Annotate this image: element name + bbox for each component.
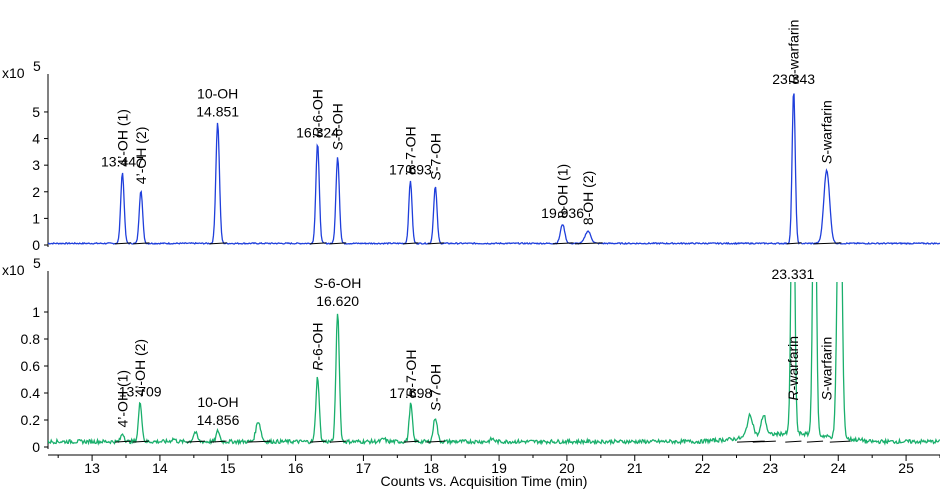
x-tick-label: 24 — [830, 460, 846, 476]
bottom-y-tick-label: 0.8 — [21, 331, 41, 347]
top-integration-baseline — [209, 242, 227, 245]
top-integration-baseline — [330, 242, 347, 245]
bottom-integration-baseline — [785, 440, 802, 443]
bottom-integration-baseline — [737, 440, 765, 443]
bottom-peak-label: 10-OH — [197, 394, 238, 410]
bottom-integration-baseline — [806, 440, 824, 443]
top-peak-label: 23.343 — [772, 71, 815, 87]
top-integration-baseline — [574, 242, 603, 245]
bottom-peak-label: 17.698 — [389, 385, 432, 401]
top-peak-label-rotated: 4’-OH (1) — [114, 109, 130, 167]
bottom-peak-label-rotated: 4’-OH (2) — [132, 339, 148, 397]
bottom-integration-baseline — [426, 440, 446, 443]
top-y-multiplier-exponent: 5 — [33, 58, 41, 74]
bottom-y-tick-label: 1 — [32, 304, 40, 320]
bottom-integration-baseline — [403, 440, 419, 443]
x-axis-title: Counts vs. Acquisition Time (min) — [381, 473, 588, 489]
top-peak-label: 16.324 — [296, 124, 339, 140]
x-tick-label: 20 — [559, 460, 575, 476]
top-y-tick-label: 1 — [32, 210, 40, 226]
bottom-peak-label: S-6-OH — [314, 275, 361, 291]
bottom-y-multiplier-exponent: 5 — [33, 255, 41, 271]
top-peak-label: 19.936 — [541, 205, 584, 221]
top-peak-label: 10-OH — [197, 86, 238, 102]
bottom-peak-label-rotated: S-warfarin — [819, 337, 835, 401]
top-trace — [48, 93, 940, 246]
top-y-tick-label: 4 — [32, 131, 40, 147]
x-tick-label: 23 — [763, 460, 779, 476]
bottom-integration-baseline — [114, 440, 132, 443]
bottom-peak-label: 14.856 — [197, 412, 240, 428]
bottom-peak-label-rotated: R-7-OH — [403, 350, 419, 398]
top-integration-baseline — [133, 242, 150, 245]
bottom-peak-label-rotated: S-7-OH — [427, 364, 443, 411]
top-peak-label-rotated: 8-OH (2) — [580, 171, 596, 225]
bottom-integration-baseline — [330, 440, 347, 443]
bottom-trace — [48, 282, 940, 446]
top-peak-label: 13.447 — [101, 154, 144, 170]
x-tick-label: 25 — [898, 460, 914, 476]
top-integration-baseline — [552, 242, 574, 245]
bottom-peak-label-rotated: R-6-OH — [310, 323, 326, 371]
top-peak-label-rotated: S-7-OH — [427, 133, 443, 180]
top-integration-baseline — [427, 242, 444, 245]
top-y-tick-label: 2 — [32, 184, 40, 200]
top-integration-baseline — [813, 242, 842, 245]
bottom-y-tick-label: 0.4 — [21, 385, 41, 401]
x-tick-label: 16 — [288, 460, 304, 476]
bottom-peak-label-rotated: R-warfarin — [785, 336, 801, 401]
bottom-peak-label: 13.709 — [119, 383, 162, 399]
top-peak-label-rotated: S-6-OH — [330, 103, 346, 150]
top-peak-label-rotated: 8-OH (1) — [555, 164, 571, 218]
bottom-y-tick-label: 0 — [32, 439, 40, 455]
bottom-integration-baseline — [247, 440, 271, 443]
top-y-tick-label: 0 — [32, 237, 40, 253]
x-tick-label: 21 — [627, 460, 643, 476]
x-tick-label: 13 — [84, 460, 100, 476]
x-tick-label: 17 — [356, 460, 372, 476]
bottom-integration-baseline — [752, 440, 776, 443]
x-tick-label: 22 — [695, 460, 711, 476]
x-axis: 13 14 15 16 17 18 19 20 21 22 23 24 25 — [48, 454, 940, 476]
top-y-tick-label: 5 — [32, 104, 40, 120]
bottom-y-tick-label: 0.2 — [21, 412, 41, 428]
top-integration-baseline — [786, 242, 802, 245]
x-tick-label: 15 — [220, 460, 236, 476]
x-tick-label: 14 — [152, 460, 168, 476]
top-peak-label-rotated: R-7-OH — [402, 126, 418, 174]
bottom-integration-baseline — [132, 440, 149, 443]
top-integration-baseline — [403, 242, 419, 245]
top-peak-label-rotated: R-6-OH — [310, 89, 326, 137]
bottom-y-tick-label: 0.6 — [21, 358, 41, 374]
bottom-integration-baseline — [309, 440, 327, 443]
bottom-peak-label-rotated: 4’-OH (1) — [115, 370, 131, 428]
top-peak-label-rotated: S-warfarin — [819, 100, 835, 164]
top-peak-label: 14.851 — [196, 104, 239, 120]
bottom-integration-baseline — [210, 440, 227, 443]
bottom-peak-label: 16.620 — [316, 293, 359, 309]
top-integration-baseline — [114, 242, 131, 245]
bottom-integration-baseline — [186, 440, 205, 443]
bottom-integration-baseline — [829, 440, 851, 443]
bottom-panel: 0 0.2 0.4 0.6 0.8 1 x10 5 4’-OH (1)4’-OH (2)13.7… — [2, 255, 940, 455]
x-tick-label: 19 — [491, 460, 507, 476]
bottom-y-multiplier-base: x10 — [2, 262, 25, 278]
top-peak-label-rotated: 4’-OH (2) — [133, 127, 149, 185]
top-y-tick-label: 3 — [32, 157, 40, 173]
top-peak-label: 17.693 — [389, 162, 432, 178]
top-peak-label-rotated: R-warfarin — [786, 20, 802, 85]
bottom-peak-label: 23.331 — [771, 266, 814, 282]
x-tick-label: 18 — [423, 460, 439, 476]
top-y-multiplier-base: x10 — [2, 65, 25, 81]
top-integration-baseline — [309, 242, 327, 245]
